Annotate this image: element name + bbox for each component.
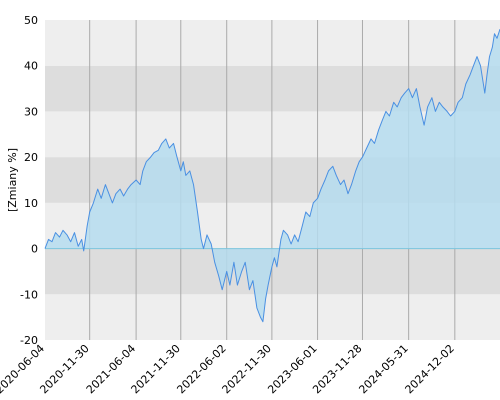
series-line-layer bbox=[44, 28, 500, 323]
y-tick-label: -20 bbox=[20, 334, 38, 347]
series-line bbox=[44, 28, 500, 323]
y-tick-label: 50 bbox=[24, 14, 38, 27]
y-tick-label: 40 bbox=[24, 60, 38, 73]
y-tick-label: 30 bbox=[24, 105, 38, 118]
grid-band bbox=[45, 294, 500, 340]
y-axis-label: [Zmiany %] bbox=[6, 148, 19, 212]
grid-band bbox=[45, 65, 500, 112]
y-tick-label: -10 bbox=[20, 288, 38, 301]
y-tick-labels: -20 -10 0 10 20 30 40 50 bbox=[20, 14, 38, 347]
y-tick-label: 0 bbox=[31, 243, 38, 256]
y-tick-label: 10 bbox=[24, 197, 38, 210]
grid-band bbox=[45, 20, 500, 66]
y-tick-label: 20 bbox=[24, 151, 38, 164]
x-tick-labels: 2020-06-042020-11-302021-06-042021-11-30… bbox=[0, 342, 457, 396]
x-tick-label: 2024-12-02 bbox=[403, 342, 457, 396]
